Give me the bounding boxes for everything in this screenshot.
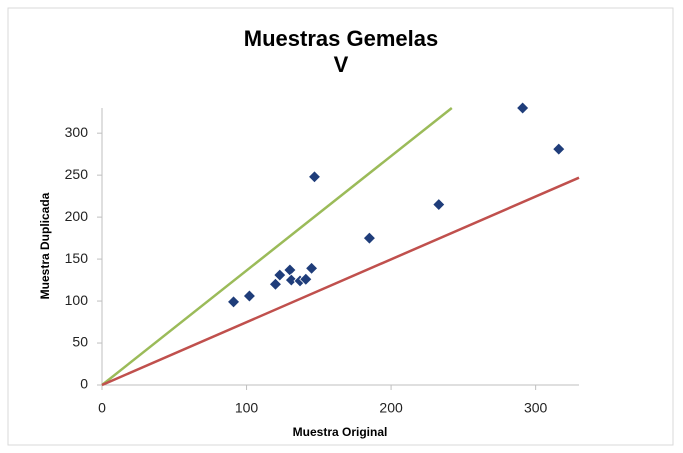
point <box>242 289 257 303</box>
y-tick-label: 150 <box>65 250 89 266</box>
y-tick-label: 200 <box>65 208 89 224</box>
x-tick-label: 300 <box>524 400 548 416</box>
point <box>284 273 298 287</box>
point <box>432 197 446 212</box>
chart-title: Muestras Gemelas <box>244 26 438 51</box>
x-tick-label: 100 <box>235 400 259 416</box>
x-tick-label: 200 <box>379 400 403 416</box>
point <box>552 142 566 156</box>
y-tick-label: 300 <box>65 124 89 140</box>
point <box>268 277 283 291</box>
point <box>273 268 287 282</box>
point <box>305 261 319 275</box>
x-tick-label: 0 <box>98 400 106 416</box>
point <box>307 170 322 184</box>
line <box>101 107 453 386</box>
point <box>516 101 530 115</box>
y-tick-label: 50 <box>72 334 88 350</box>
y-tick-label: 0 <box>80 376 88 392</box>
chart-title: V <box>334 52 349 77</box>
point <box>362 231 376 245</box>
y-tick-label: 250 <box>65 166 89 182</box>
line <box>101 176 580 387</box>
y-axis-label: Muestra Duplicada <box>38 192 52 299</box>
point <box>299 272 313 286</box>
y-tick-label: 100 <box>65 292 89 308</box>
point <box>226 295 241 309</box>
x-axis-label: Muestra Original <box>293 425 388 439</box>
